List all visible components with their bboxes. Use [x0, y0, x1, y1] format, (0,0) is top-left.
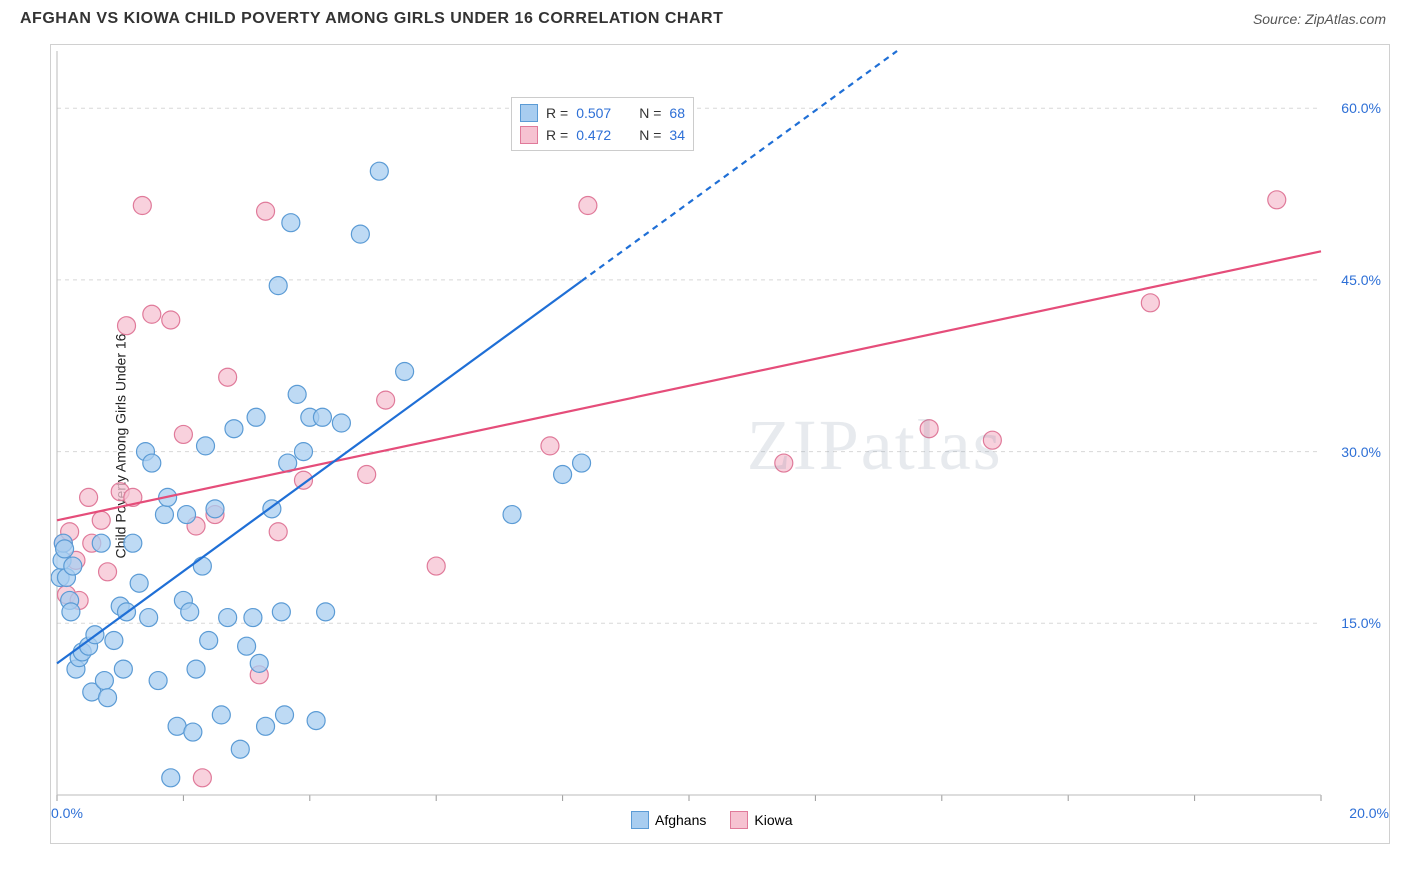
- scatter-plot-svg: [51, 45, 1389, 843]
- swatch-kiowa-icon: [520, 126, 538, 144]
- correlation-legend: R = 0.507 N = 68 R = 0.472 N = 34: [511, 97, 694, 151]
- legend-row-kiowa: R = 0.472 N = 34: [520, 124, 685, 146]
- chart-area: ZIPatlas R = 0.507 N = 68 R = 0.472 N = …: [50, 44, 1390, 844]
- chart-title: AFGHAN VS KIOWA CHILD POVERTY AMONG GIRL…: [20, 10, 723, 28]
- source-attribution: Source: ZipAtlas.com: [1253, 11, 1386, 27]
- legend-row-afghans: R = 0.507 N = 68: [520, 102, 685, 124]
- swatch-afghans-icon: [520, 104, 538, 122]
- legend-item-afghans: Afghans: [631, 811, 706, 829]
- legend-item-kiowa: Kiowa: [730, 811, 792, 829]
- x-tick-label: 20.0%: [1349, 805, 1389, 821]
- swatch-afghans-icon: [631, 811, 649, 829]
- x-tick-label: 0.0%: [51, 805, 83, 821]
- y-tick-label: 45.0%: [1341, 272, 1381, 288]
- swatch-kiowa-icon: [730, 811, 748, 829]
- y-tick-label: 30.0%: [1341, 444, 1381, 460]
- y-tick-label: 15.0%: [1341, 615, 1381, 631]
- series-legend: Afghans Kiowa: [631, 811, 793, 829]
- y-tick-label: 60.0%: [1341, 100, 1381, 116]
